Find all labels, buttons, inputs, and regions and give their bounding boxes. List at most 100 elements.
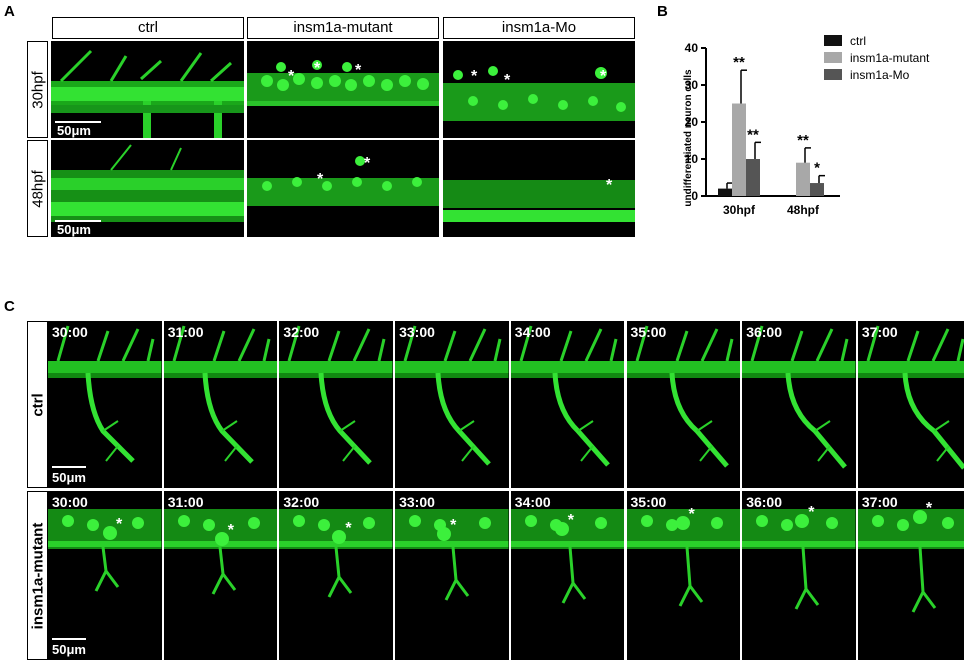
panel-b-letter: B [657, 3, 668, 20]
bar-insm1a-Mo-30hpf [746, 159, 760, 196]
timestamp-label: 35:00 [630, 494, 667, 510]
bar-insm1a-mutant-48hpf [796, 162, 810, 196]
asterisk-marker: * [314, 60, 321, 77]
bar-chart: undifferentiated neuron cells 010203040 … [683, 34, 930, 217]
y-axis-label: undifferentiated neuron cells [683, 69, 694, 207]
ctrl-frame-3: 32:00 [279, 321, 393, 488]
row-header-ctrl: ctrl [27, 321, 48, 488]
mutant-frame-6: 35:00 * [626, 491, 740, 660]
bar-insm1a-Mo-48hpf [810, 183, 824, 196]
asterisk-marker: * [504, 72, 511, 89]
ctrl-frame-2: 31:00 [163, 321, 278, 488]
asterisk-marker: * [606, 177, 613, 194]
micrograph-mo-48hpf: * [443, 140, 635, 237]
timestamp-label: 37:00 [861, 494, 898, 510]
ctrl-frame-8: 37:00 [857, 321, 964, 488]
timestamp-label: 31:00 [167, 494, 204, 510]
asterisk-marker: * [364, 155, 371, 172]
timestamp-label: 36:00 [746, 324, 782, 340]
ctrl-frame-5: 34:00 [510, 321, 625, 488]
y-tick-label: 30 [685, 78, 699, 92]
column-header-insm1a-mo: insm1a-Mo [443, 17, 635, 39]
timestamp-label: 35:00 [630, 324, 667, 340]
asterisk-marker: * [227, 522, 234, 539]
row-header-30hpf-label: 30hpf [29, 70, 46, 109]
legend-swatch [824, 69, 842, 80]
legend-label: insm1a-mutant [850, 51, 930, 65]
scale-label: 50μm [57, 222, 91, 237]
significance-mark: ** [733, 54, 745, 71]
mutant-frame-2: 31:00 * [163, 491, 278, 660]
asterisk-marker: * [345, 520, 352, 537]
micrograph-ctrl-30hpf: 50μm [51, 41, 244, 138]
mutant-frame-3: 32:00 * [279, 491, 393, 660]
timestamp-label: 33:00 [399, 324, 435, 340]
timestamp-label: 31:00 [167, 324, 204, 340]
timestamp-label: 30:00 [52, 324, 88, 340]
asterisk-marker: * [288, 68, 295, 85]
scale-bar [52, 466, 86, 468]
row-header-insm1a-mutant-label: insm1a-mutant [29, 522, 46, 629]
x-tick-label: 30hpf [723, 203, 756, 217]
column-header-insm1a-mutant: insm1a-mutant [247, 17, 439, 39]
y-tick-label: 10 [685, 152, 699, 166]
asterisk-marker: * [116, 516, 123, 533]
bar-insm1a-mutant-30hpf [732, 103, 746, 196]
legend-swatch [824, 35, 842, 46]
ctrl-frame-7: 36:00 [742, 321, 856, 488]
legend-swatch [824, 52, 842, 63]
asterisk-marker: * [567, 512, 575, 529]
asterisk-marker: * [600, 68, 607, 85]
significance-mark: ** [797, 132, 809, 149]
ctrl-frame-4: 33:00 [395, 321, 509, 488]
timestamp-label: 36:00 [746, 494, 782, 510]
mutant-frame-7: 36:00 * [742, 491, 856, 660]
bar-ctrl-30hpf [718, 188, 732, 196]
asterisk-marker: * [355, 62, 362, 79]
micrograph-ctrl-48hpf: 50μm [51, 140, 244, 237]
legend-label: ctrl [850, 34, 866, 48]
asterisk-marker: * [808, 504, 815, 521]
y-tick-label: 20 [685, 115, 699, 129]
significance-mark: * [814, 160, 820, 177]
ctrl-frame-1: 30:00 50μm [48, 321, 162, 488]
asterisk-marker: * [317, 171, 324, 188]
timestamp-label: 34:00 [514, 494, 551, 510]
column-header-ctrl: ctrl [52, 17, 244, 39]
mutant-frame-1: 30:00 * 50μm [48, 491, 162, 660]
scale-bar [55, 220, 101, 222]
scale-label: 50μm [52, 470, 86, 485]
micrograph-mutant-30hpf: * * * [247, 41, 439, 138]
scale-bar [52, 638, 86, 640]
micrograph-mo-30hpf: * * * [443, 41, 635, 138]
mutant-frame-8: 37:00 * [857, 491, 964, 660]
y-tick-label: 0 [691, 189, 698, 203]
scale-label: 50μm [52, 642, 86, 657]
x-tick-label: 48hpf [787, 203, 820, 217]
timestamp-label: 32:00 [283, 324, 320, 340]
asterisk-marker: * [471, 68, 478, 85]
asterisk-marker: * [925, 500, 933, 517]
timestamp-label: 33:00 [399, 494, 435, 510]
panel-c-letter: C [4, 298, 15, 315]
micrograph-mutant-48hpf: * * [247, 140, 439, 237]
row-header-insm1a-mutant: insm1a-mutant [27, 491, 48, 660]
ctrl-frame-6: 35:00 [626, 321, 740, 488]
significance-mark: ** [747, 126, 759, 143]
scale-label: 50μm [57, 123, 91, 138]
y-tick-label: 40 [685, 41, 699, 55]
timestamp-label: 34:00 [514, 324, 551, 340]
mutant-frame-4: 33:00 * [395, 491, 509, 660]
asterisk-marker: * [450, 517, 457, 534]
timestamp-label: 37:00 [861, 324, 898, 340]
timestamp-label: 32:00 [283, 494, 320, 510]
panel-a-letter: A [4, 3, 15, 20]
legend-label: insm1a-Mo [850, 68, 910, 82]
mutant-frame-5: 34:00 * [510, 491, 625, 660]
timestamp-label: 30:00 [52, 494, 88, 510]
row-header-ctrl-label: ctrl [29, 392, 46, 417]
row-header-48hpf: 48hpf [27, 140, 48, 237]
row-header-30hpf: 30hpf [27, 41, 48, 138]
scale-bar [55, 121, 101, 123]
asterisk-marker: * [688, 506, 695, 523]
